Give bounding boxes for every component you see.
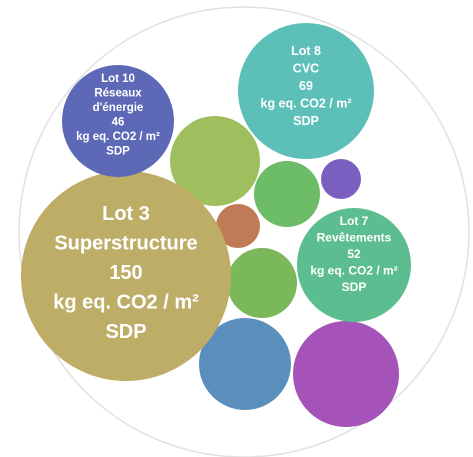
bubble-label-line: CVC bbox=[293, 62, 319, 76]
bubble-label-line: Réseaux bbox=[94, 88, 142, 100]
bubble-unlabeled bbox=[199, 318, 291, 410]
bubble-label-line: Lot 7 bbox=[340, 214, 369, 228]
bubble-label-line: Revêtements bbox=[317, 231, 392, 245]
bubble-label-line: 69 bbox=[299, 79, 313, 93]
bubble-label-line: Superstructure bbox=[54, 233, 197, 255]
bubble-label-line: Lot 3 bbox=[102, 203, 150, 225]
bubble-label-line: 46 bbox=[112, 117, 125, 129]
bubble-unlabeled bbox=[293, 321, 399, 427]
bubble-label-line: SDP bbox=[106, 146, 130, 158]
bubble-unlabeled bbox=[170, 116, 260, 206]
bubble-label-line: Lot 8 bbox=[291, 44, 321, 58]
bubble-lot-8 bbox=[238, 23, 374, 159]
bubble-label-line: SDP bbox=[342, 280, 367, 294]
bubble-label-line: d'énergie bbox=[93, 102, 144, 114]
bubble-label: Lot 3 Superstructure 150 kg eq. CO2 / m² SDP bbox=[53, 203, 199, 343]
bubble-label-line: kg eq. CO2 / m² bbox=[76, 131, 160, 143]
bubble-label: Lot 7 Revêtements 52 kg eq. CO2 / m² SDP bbox=[310, 214, 397, 294]
bubble-unlabeled bbox=[227, 248, 297, 318]
bubble-lot-3 bbox=[21, 171, 231, 381]
bubble-label-line: SDP bbox=[105, 321, 146, 343]
bubble-label-line: kg eq. CO2 / m² bbox=[53, 292, 199, 314]
bubble-lot-7 bbox=[297, 208, 411, 322]
bubble-label-line: 52 bbox=[347, 247, 361, 261]
bubble-label-line: Lot 10 bbox=[101, 73, 135, 85]
bubble-unlabeled bbox=[321, 159, 361, 199]
bubble-label-line: kg eq. CO2 / m² bbox=[261, 97, 352, 111]
bubble-label: Lot 8 CVC 69 kg eq. CO2 / m² SDP bbox=[261, 44, 352, 128]
outer-circle bbox=[18, 6, 470, 457]
bubble-label: Lot 10 Réseaux d'énergie 46 kg eq. CO2 / m² S… bbox=[76, 73, 160, 158]
bubble-label-line: SDP bbox=[293, 114, 319, 128]
bubble-unlabeled bbox=[254, 161, 320, 227]
bubble-label-line: kg eq. CO2 / m² bbox=[310, 264, 397, 278]
bubble-label-line: 150 bbox=[109, 262, 142, 284]
bubble-unlabeled bbox=[216, 204, 260, 248]
bubble-lot-10 bbox=[62, 65, 174, 177]
